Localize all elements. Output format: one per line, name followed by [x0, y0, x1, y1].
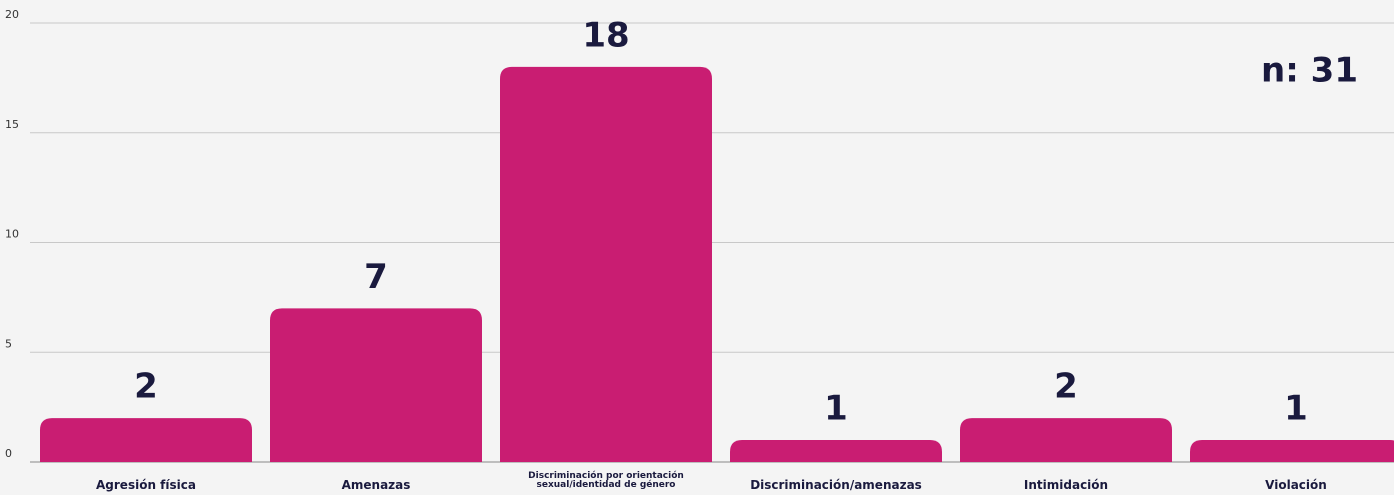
x-tick-label: Discriminación/amenazas	[750, 478, 922, 492]
data-label: 2	[134, 367, 158, 407]
data-label: 18	[582, 15, 629, 55]
x-tick-label: Violación	[1265, 478, 1327, 492]
x-tick-label: Discriminación por orientación sexual/id…	[528, 471, 684, 490]
bar	[960, 418, 1172, 462]
bar	[40, 418, 252, 462]
annotation: n: 31	[1261, 51, 1358, 91]
data-label: 1	[1284, 389, 1308, 429]
y-tick-label: 0	[5, 447, 12, 460]
x-tick-label: Agresión física	[96, 478, 196, 492]
bar	[500, 66, 712, 463]
x-tick-label: Intimidación	[1023, 478, 1109, 492]
data-label: 1	[824, 389, 848, 429]
x-tick-label: Amenazas	[341, 478, 411, 492]
bar	[1190, 440, 1394, 462]
y-tick-label: 10	[5, 228, 19, 241]
bar	[270, 308, 482, 462]
data-label: 7	[364, 257, 388, 297]
y-tick-label: 20	[5, 8, 19, 21]
bar	[730, 440, 942, 462]
data-label: 2	[1054, 367, 1078, 407]
y-tick-label: 5	[5, 337, 12, 350]
y-tick-label: 15	[5, 118, 19, 131]
